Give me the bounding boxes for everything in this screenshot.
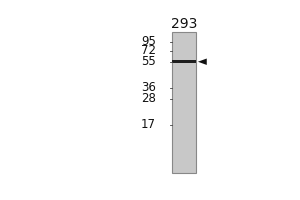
Text: 28: 28 [141, 92, 156, 105]
Polygon shape [198, 59, 207, 65]
Text: 95: 95 [141, 35, 156, 48]
Text: 55: 55 [141, 55, 156, 68]
Text: 17: 17 [141, 118, 156, 131]
Text: 36: 36 [141, 81, 156, 94]
Bar [172, 32, 196, 173]
Text: 293: 293 [171, 17, 197, 31]
Text: 72: 72 [141, 44, 156, 57]
Bar [172, 60, 196, 63]
